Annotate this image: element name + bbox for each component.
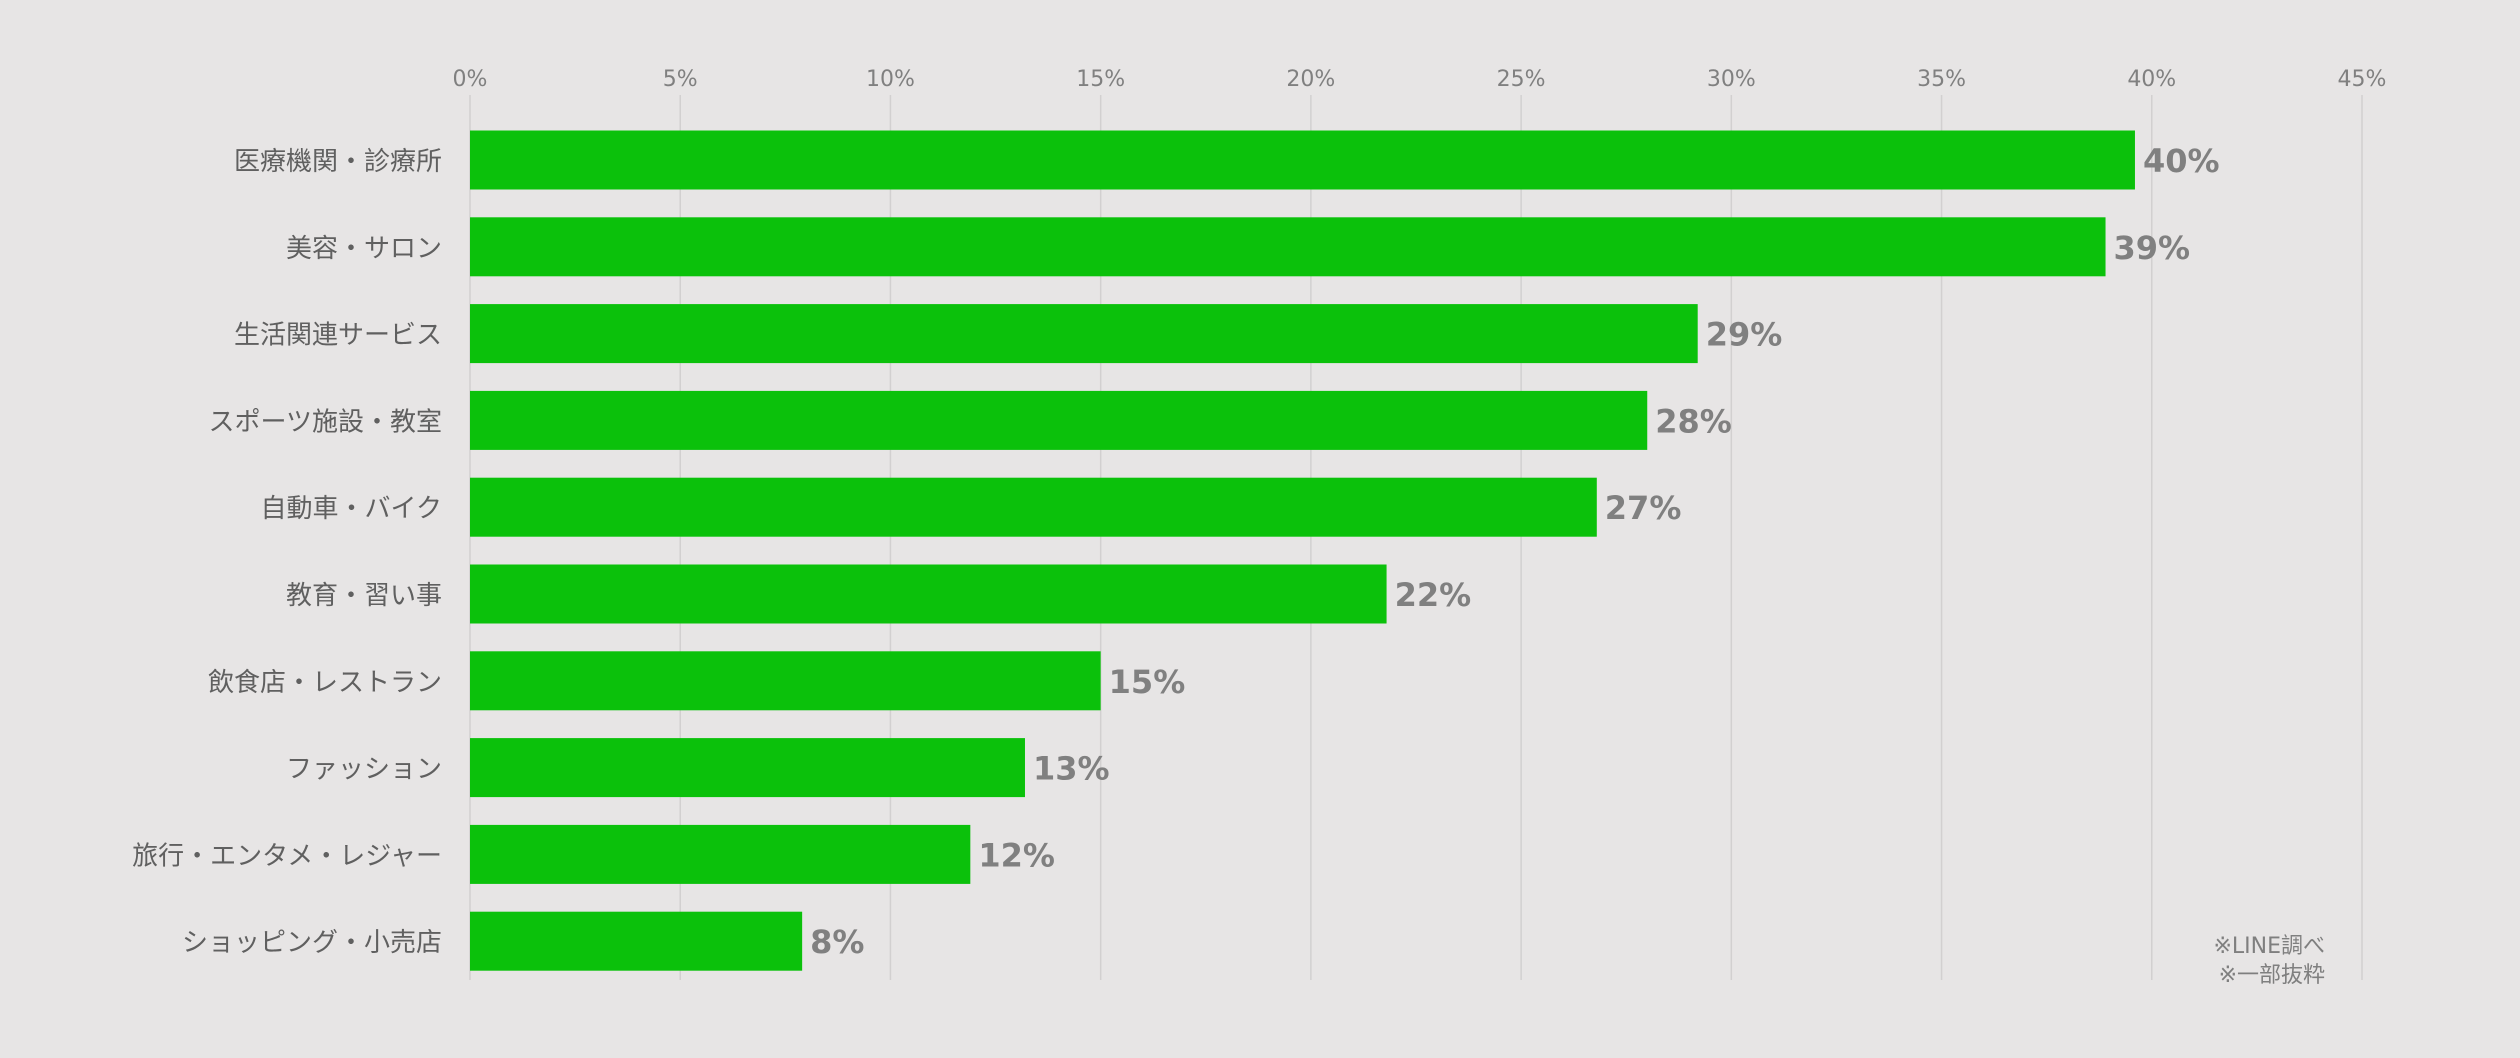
bar — [470, 217, 2106, 277]
x-axis-tick-labels: 0% 5% 10% 15% 20% 25% 30% 35% 40% 45% — [453, 67, 2387, 92]
category-label: 飲食店・レストラン — [208, 668, 442, 698]
category-label: 教育・習い事 — [286, 581, 442, 611]
bar — [470, 651, 1101, 711]
x-tick-label: 40% — [2127, 67, 2176, 92]
value-label: 27% — [1605, 489, 1682, 527]
x-tick-label: 10% — [866, 67, 915, 92]
value-label: 29% — [1706, 316, 1783, 354]
x-tick-label: 20% — [1286, 67, 1335, 92]
x-tick-label: 45% — [2338, 67, 2387, 92]
category-labels: 医療機関・診療所美容・サロン生活関連サービススポーツ施設・教室自動車・バイク教育… — [132, 147, 442, 958]
value-label: 22% — [1395, 576, 1472, 614]
category-label: スポーツ施設・教室 — [209, 407, 442, 437]
category-label: 旅行・エンタメ・レジャー — [132, 841, 442, 871]
source-note: ※LINE調べ — [2213, 934, 2325, 959]
value-label: 40% — [2143, 142, 2220, 180]
bar — [470, 824, 971, 884]
value-label: 12% — [978, 836, 1055, 874]
bar — [470, 304, 1698, 364]
bar — [470, 911, 803, 971]
bar — [470, 477, 1597, 537]
category-label: 自動車・バイク — [261, 494, 442, 524]
value-label: 39% — [2114, 229, 2191, 267]
category-label: ショッピング・小売店 — [182, 928, 442, 958]
category-label: 医療機関・診療所 — [234, 147, 442, 177]
category-label: 生活関連サービス — [234, 321, 442, 351]
bar — [470, 130, 2135, 190]
value-label: 13% — [1033, 750, 1110, 788]
bar — [470, 738, 1025, 798]
x-tick-label: 0% — [453, 67, 488, 92]
bar — [470, 390, 1648, 450]
value-label: 15% — [1109, 663, 1186, 701]
value-label: 8% — [810, 923, 864, 961]
value-label: 28% — [1655, 402, 1732, 440]
x-tick-label: 15% — [1076, 67, 1125, 92]
bars — [470, 130, 2135, 971]
category-label: 美容・サロン — [286, 234, 442, 264]
category-label: ファッション — [286, 755, 442, 785]
x-tick-label: 5% — [663, 67, 698, 92]
bar — [470, 564, 1387, 624]
excerpt-note: ※一部抜粋 — [2218, 963, 2325, 988]
x-tick-label: 35% — [1917, 67, 1966, 92]
value-labels: 40% 39% 29% 28% 27% 22% 15% 13% 12% 8% — [810, 142, 2219, 961]
x-tick-label: 25% — [1497, 67, 1546, 92]
x-tick-label: 30% — [1707, 67, 1756, 92]
